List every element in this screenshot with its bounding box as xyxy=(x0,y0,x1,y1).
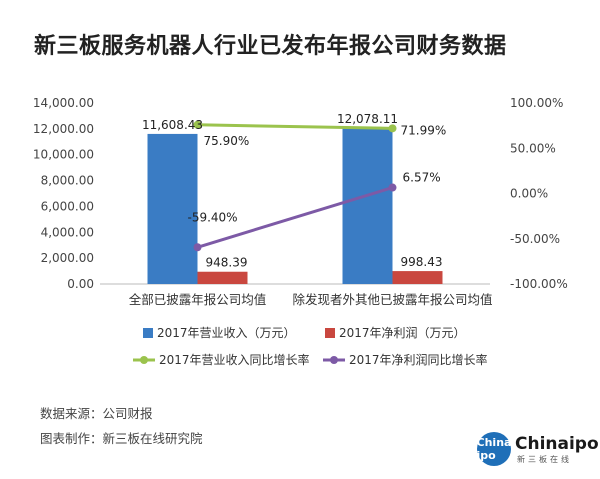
chinaipo-logo: China ipo Chinaipo 新三板在线 xyxy=(477,432,599,468)
bar-data-label: 11,608.43 xyxy=(142,118,203,132)
y-right-tick-label: 100.00% xyxy=(510,96,563,110)
axes: 0.00 2,000.00 4,000.00 6,000.00 8,000.00 10,0… xyxy=(33,96,568,307)
legend-label: 2017年净利润同比增长率 xyxy=(349,352,488,367)
x-tick-label: 除发现者外其他已披露年报公司均值 xyxy=(292,292,492,307)
y-right-tick-label: 0.00% xyxy=(510,187,548,201)
data-labels: 11,608.43 12,078.11 948.39 998.43 75.90% 71.9… xyxy=(142,112,446,270)
line-data-label: 71.99% xyxy=(401,123,447,137)
y-right-tick-label: -100.00% xyxy=(510,277,568,291)
y-right-tick-label: -50.00% xyxy=(510,232,560,246)
y-left-tick-label: 6,000.00 xyxy=(41,199,94,213)
legend-marker xyxy=(140,356,148,364)
logo-circle: China ipo xyxy=(477,432,511,466)
legend-label: 2017年营业收入同比增长率 xyxy=(159,352,310,367)
bars xyxy=(147,127,443,284)
bar-data-label: 998.43 xyxy=(401,255,443,269)
y-left-tick-label: 0.00 xyxy=(67,277,94,291)
bar xyxy=(197,271,248,284)
line-point xyxy=(193,120,202,129)
y-left-tick-label: 8,000.00 xyxy=(41,174,94,188)
bar-data-label: 12,078.11 xyxy=(337,112,398,126)
bar xyxy=(392,271,443,284)
legend-swatch xyxy=(325,328,335,338)
data-source: 数据来源：公司财报 xyxy=(40,406,153,421)
line-point xyxy=(193,243,202,252)
y-left-tick-label: 12,000.00 xyxy=(33,122,94,136)
line-data-label: 75.90% xyxy=(204,134,250,148)
bar-data-label: 948.39 xyxy=(206,256,248,270)
y-right-tick-label: 50.00% xyxy=(510,141,556,155)
lines xyxy=(193,120,397,252)
legend-marker xyxy=(330,356,338,364)
y-left-tick-label: 2,000.00 xyxy=(41,251,94,265)
y-left-tick-label: 4,000.00 xyxy=(41,225,94,239)
y-left-tick-label: 10,000.00 xyxy=(33,148,94,162)
legend-swatch xyxy=(143,328,153,338)
line-data-label: 6.57% xyxy=(403,171,441,185)
bar xyxy=(147,133,198,284)
x-tick-label: 全部已披露年报公司均值 xyxy=(129,292,267,307)
logo-word: Chinaipo xyxy=(515,434,599,454)
legend-label: 2017年净利润（万元） xyxy=(339,326,466,340)
legend: 2017年营业收入（万元） 2017年净利润（万元） 2017年营业收入同比增长率 2… xyxy=(133,326,488,367)
logo-sub: 新三板在线 xyxy=(517,455,572,464)
chart-maker: 图表制作：新三板在线研究院 xyxy=(40,431,203,446)
line-point xyxy=(388,183,397,192)
chart-title: 新三板服务机器人行业已发布年报公司财务数据 xyxy=(34,34,507,59)
legend-label: 2017年营业收入（万元） xyxy=(157,326,296,340)
bar xyxy=(342,127,393,284)
line-data-label: -59.40% xyxy=(188,210,238,224)
line-point xyxy=(388,124,397,133)
y-left-tick-label: 14,000.00 xyxy=(33,96,94,110)
series-line xyxy=(197,123,393,130)
series-line xyxy=(197,186,393,249)
